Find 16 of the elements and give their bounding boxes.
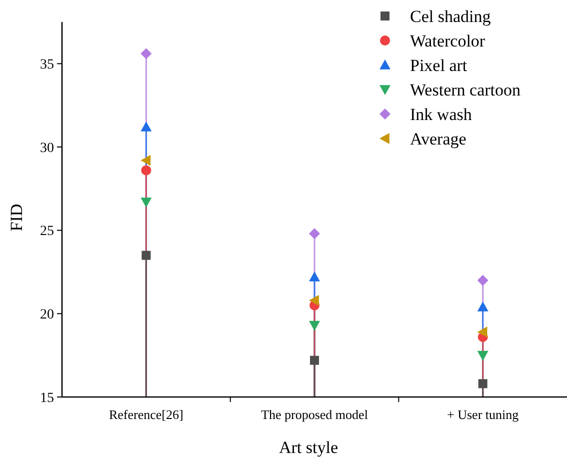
x-axis-title: Art style [278, 438, 338, 457]
y-tick-label: 20 [40, 308, 54, 323]
x-tick-label: Reference[26] [108, 407, 184, 422]
legend-label: Watercolor [410, 31, 486, 50]
x-tick-label: + User tuning [447, 407, 520, 422]
y-tick-label: 30 [40, 140, 54, 156]
legend-label: Pixel art [410, 56, 468, 75]
y-axis-title: FID [7, 204, 26, 232]
legend-label: Average [410, 129, 466, 148]
y-tick-label: 15 [40, 390, 54, 406]
legend-label: Ink wash [410, 104, 472, 124]
legend-label: Western cartoon [410, 80, 521, 100]
y-tick-label: 25 [40, 224, 54, 240]
legend-label: Cel shading [410, 6, 492, 26]
x-tick-label: The proposed model [261, 407, 368, 422]
y-tick-label: 35 [40, 58, 54, 73]
